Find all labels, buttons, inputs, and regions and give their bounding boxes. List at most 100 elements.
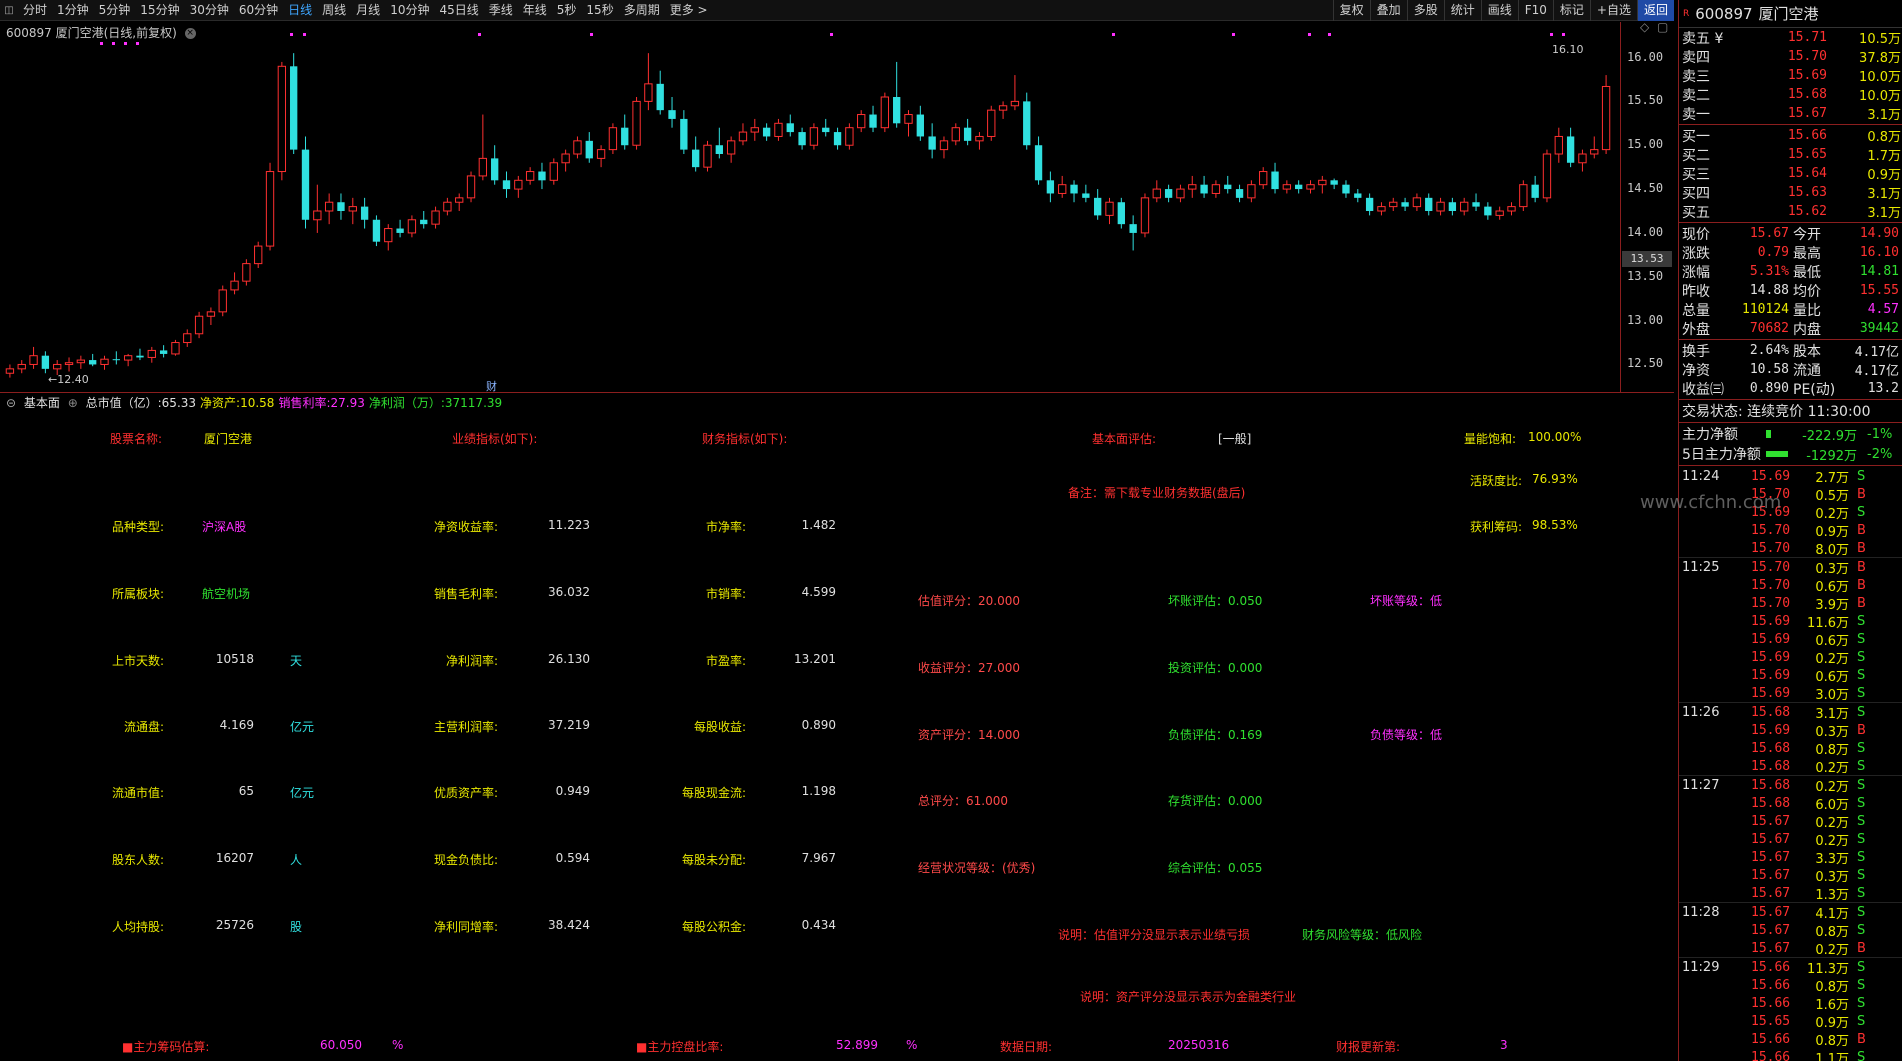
candle[interactable] [1023, 92, 1031, 150]
candle[interactable] [1117, 197, 1125, 229]
candle[interactable] [596, 145, 606, 168]
period-tab[interactable]: 60分钟 [238, 2, 279, 17]
candle[interactable] [1531, 175, 1539, 203]
tick-row[interactable]: 11:27 15.68 0.2万 S [1679, 776, 1902, 795]
candle[interactable] [1094, 189, 1102, 220]
candle[interactable] [183, 329, 192, 347]
period-tab[interactable]: 更多 > [669, 2, 708, 17]
candle[interactable] [1507, 202, 1516, 216]
tick-row[interactable]: 11:26 15.68 3.1万 S [1679, 703, 1902, 722]
candle[interactable] [1152, 180, 1161, 203]
diamond-icon[interactable]: ◇ [1640, 20, 1650, 34]
candle[interactable] [1519, 180, 1528, 211]
candle[interactable] [573, 136, 582, 159]
candle[interactable] [1176, 184, 1185, 203]
candle[interactable] [1354, 189, 1362, 203]
candle[interactable] [608, 123, 618, 154]
candle[interactable] [668, 97, 676, 128]
tick-row[interactable]: 15.67 0.3万 S [1679, 866, 1902, 885]
buy-level[interactable]: 买五 15.62 3.1万 [1679, 202, 1902, 221]
candle[interactable] [431, 206, 440, 229]
candle[interactable] [680, 110, 688, 154]
candle[interactable] [230, 272, 239, 295]
candle[interactable] [1034, 136, 1043, 185]
candle[interactable] [466, 171, 476, 203]
candle[interactable] [348, 197, 357, 225]
candle[interactable] [975, 132, 984, 150]
candle[interactable] [525, 167, 535, 185]
tick-row[interactable]: 15.68 0.8万 S [1679, 739, 1902, 758]
candle[interactable] [621, 114, 629, 150]
candle[interactable] [939, 136, 949, 159]
sell-level[interactable]: 卖五 ¥ 15.71 10.5万 [1679, 28, 1902, 47]
candle[interactable] [644, 53, 653, 111]
candle[interactable] [762, 123, 771, 141]
candle[interactable] [17, 360, 26, 374]
candle[interactable] [1542, 149, 1552, 203]
candle[interactable] [1554, 127, 1563, 163]
candle[interactable] [76, 355, 86, 369]
candle[interactable] [1200, 175, 1208, 198]
candle[interactable] [218, 285, 227, 317]
tick-row[interactable]: 11:24 15.69 2.7万 S [1679, 467, 1902, 486]
candle[interactable] [1129, 215, 1137, 251]
candle[interactable] [1259, 167, 1268, 190]
candle[interactable] [1425, 193, 1433, 216]
candle[interactable] [514, 175, 523, 198]
sell-level[interactable]: 卖二 15.68 10.0万 [1679, 85, 1902, 104]
tick-row[interactable]: 15.69 0.2万 S [1679, 503, 1902, 522]
candle[interactable] [1082, 184, 1090, 203]
candle[interactable] [703, 140, 712, 172]
candle[interactable] [774, 118, 783, 141]
candle[interactable] [1010, 75, 1020, 111]
candle[interactable] [337, 193, 345, 220]
candle[interactable] [1472, 193, 1480, 211]
tick-row[interactable]: 15.70 3.9万 B [1679, 594, 1902, 613]
candle[interactable] [786, 114, 794, 137]
sell-level[interactable]: 卖四 15.70 37.8万 [1679, 47, 1902, 66]
candle[interactable] [478, 114, 488, 181]
candle[interactable] [1377, 202, 1386, 216]
candle[interactable] [1318, 175, 1327, 194]
toolbar-action-button[interactable]: +自选 [1589, 0, 1637, 21]
candle[interactable] [798, 127, 806, 150]
candle[interactable] [112, 351, 120, 365]
candle[interactable] [491, 145, 499, 185]
toolbar-action-button[interactable]: 复权 [1332, 0, 1370, 21]
close-icon[interactable]: × [184, 28, 196, 39]
period-tab[interactable]: 年线 [522, 2, 547, 17]
settings-icon[interactable]: ⊕ [67, 396, 78, 410]
candle[interactable] [1460, 197, 1469, 216]
candle[interactable] [290, 53, 298, 154]
candle[interactable] [987, 105, 996, 141]
candle[interactable] [1601, 75, 1611, 154]
toolbar-action-button[interactable]: 返回 [1636, 0, 1674, 21]
candle[interactable] [904, 110, 913, 137]
toolbar-action-button[interactable]: 统计 [1443, 0, 1481, 21]
candle[interactable] [1330, 178, 1338, 190]
candle[interactable] [147, 346, 156, 363]
toolbar-action-button[interactable]: 叠加 [1369, 0, 1407, 21]
tick-row[interactable]: 15.69 0.6万 S [1679, 666, 1902, 685]
kline-plot[interactable]: 16.10 ←12.40 财 [0, 22, 1620, 392]
tick-row[interactable]: 11:28 15.67 4.1万 S [1679, 903, 1902, 922]
collapse-icon[interactable]: ⊝ [6, 396, 17, 410]
candle[interactable] [420, 211, 428, 229]
candle[interactable] [1247, 180, 1256, 203]
period-tab[interactable]: 5分钟 [98, 2, 131, 17]
candle[interactable] [89, 353, 97, 367]
toolbar-action-button[interactable]: 多股 [1406, 0, 1444, 21]
candle[interactable] [951, 123, 960, 146]
candle[interactable] [301, 136, 310, 229]
tick-row[interactable]: 15.66 1.6万 S [1679, 994, 1902, 1013]
candle[interactable] [313, 184, 322, 233]
period-tab[interactable]: 1分钟 [57, 2, 89, 17]
tick-row[interactable]: 15.69 0.2万 S [1679, 648, 1902, 667]
candle[interactable] [1578, 149, 1587, 172]
candle[interactable] [1342, 180, 1350, 198]
candle[interactable] [1188, 175, 1197, 198]
period-tab[interactable]: 日线 [288, 2, 313, 17]
tick-row[interactable]: 15.66 0.8万 B [1679, 1030, 1902, 1049]
buy-level[interactable]: 买四 15.63 3.1万 [1679, 183, 1902, 202]
candle[interactable] [1235, 184, 1244, 203]
